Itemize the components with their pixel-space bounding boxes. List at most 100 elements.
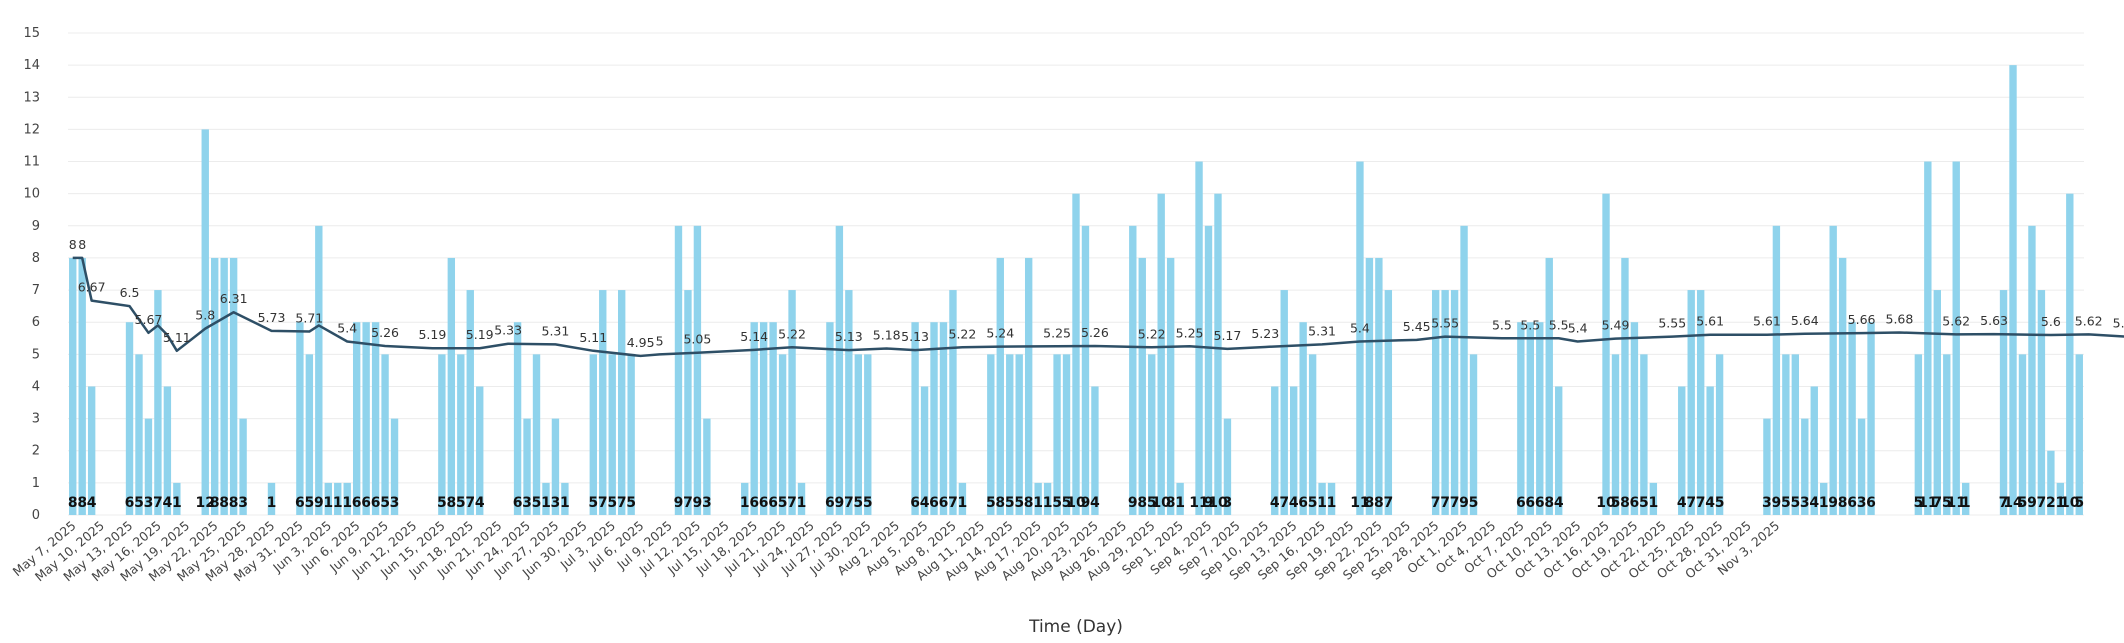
bar-value-label: 5 — [607, 495, 617, 511]
bar — [1517, 322, 1525, 515]
average-value-label: 5.13 — [901, 329, 929, 344]
bar — [627, 354, 635, 515]
bar-value-label: 10 — [1066, 495, 1086, 511]
bar — [1375, 257, 1383, 515]
y-tick-label: 0 — [32, 508, 40, 523]
average-value-label: 5.31 — [1308, 323, 1336, 338]
bar-value-label: 1 — [1317, 495, 1327, 511]
bar — [1952, 161, 1960, 516]
bar — [1129, 225, 1137, 516]
bar-value-label: 1 — [342, 495, 352, 511]
bar-value-label: 5 — [380, 495, 390, 511]
bar — [835, 225, 844, 516]
bar — [1857, 418, 1866, 515]
bar — [1999, 290, 2008, 515]
bar-value-label: 4 — [920, 495, 930, 511]
bar-value-label: 7 — [683, 495, 693, 511]
average-value-label: 5.33 — [494, 323, 522, 338]
bar — [144, 418, 153, 515]
bar-value-label: 5 — [853, 495, 863, 511]
average-value-label: 5.4 — [337, 320, 357, 335]
average-line — [72, 256, 2124, 358]
bar — [513, 322, 522, 515]
bar-value-label: 5 — [437, 495, 447, 511]
bar — [920, 386, 929, 515]
bar — [1801, 418, 1809, 515]
average-value-label: 5.62 — [1942, 313, 1970, 328]
bar — [229, 257, 238, 515]
bar — [1526, 322, 1535, 515]
bar-value-label: 5 — [532, 495, 542, 511]
bar — [239, 418, 247, 515]
y-tick-label: 4 — [32, 379, 40, 394]
bar — [87, 386, 96, 515]
bar — [1072, 193, 1080, 515]
y-tick-label: 14 — [23, 58, 40, 73]
bar — [1450, 290, 1459, 515]
y-tick-label: 15 — [23, 26, 40, 41]
average-value-label: 5.49 — [1602, 318, 1630, 333]
bar-value-label: 8 — [1365, 495, 1375, 511]
bar — [1081, 225, 1090, 516]
bar — [1961, 482, 1970, 515]
bar-value-label: 6 — [125, 495, 135, 511]
bar — [1696, 290, 1705, 515]
bar — [390, 418, 399, 515]
average-value-label: 5.5 — [1549, 317, 1569, 332]
bar — [2075, 354, 2083, 515]
bar — [1469, 354, 1478, 515]
y-tick-label: 11 — [23, 155, 40, 170]
bar — [1630, 322, 1639, 515]
bar — [1678, 386, 1686, 515]
bar-value-label: 4 — [1809, 495, 1819, 511]
bar — [1924, 161, 1932, 516]
average-value-label: 5.55 — [1658, 316, 1686, 331]
bar-value-label: 1 — [333, 495, 343, 511]
bar — [788, 290, 796, 515]
bar — [1867, 322, 1875, 515]
bar-value-label: 9 — [1204, 495, 1214, 511]
bar — [1157, 193, 1165, 515]
y-tick-label: 13 — [23, 90, 40, 105]
bar — [1943, 354, 1951, 515]
bar — [1555, 386, 1563, 515]
bar-value-label: 6 — [352, 495, 362, 511]
average-value-label: 5.61 — [1753, 314, 1781, 329]
bar — [1820, 482, 1828, 515]
average-value-label: 5.68 — [1886, 311, 1914, 326]
average-value-label: 5.11 — [163, 330, 191, 345]
bar-value-label: 1 — [1961, 495, 1971, 511]
y-tick-label: 7 — [32, 283, 40, 298]
bar — [1914, 354, 1923, 515]
bar-value-label: 7 — [617, 495, 627, 511]
bar-value-label: 4 — [1270, 495, 1280, 511]
bar-value-label: 7 — [2037, 495, 2047, 511]
bar-value-label: 7 — [844, 495, 854, 511]
bar-value-label: 9 — [1459, 495, 1469, 511]
bar-value-label: 7 — [1431, 495, 1441, 511]
bar — [69, 257, 77, 515]
bar-value-label: 8 — [1166, 495, 1176, 511]
bar-value-label: 8 — [77, 495, 87, 511]
average-value-label: 5.71 — [295, 311, 323, 326]
average-value-label: 5.14 — [740, 329, 768, 344]
bar — [173, 482, 181, 515]
bar — [1289, 386, 1298, 515]
bar-value-label: 3 — [1762, 495, 1772, 511]
bar — [447, 257, 456, 515]
y-tick-label: 9 — [32, 219, 40, 234]
bar — [2037, 290, 2046, 515]
bar — [845, 290, 853, 515]
bar — [352, 322, 361, 515]
y-tick-label: 10 — [23, 187, 40, 202]
average-value-label: 6.31 — [220, 291, 248, 306]
bar-value-label: 5 — [1790, 495, 1800, 511]
bar-value-label: 4 — [87, 495, 97, 511]
x-axis-title: Time (Day) — [1028, 617, 1123, 637]
bar-value-label: 7 — [598, 495, 608, 511]
bar-value-label: 6 — [759, 495, 769, 511]
average-value-label: 5.62 — [2075, 313, 2103, 328]
bar-value-label: 5 — [1715, 495, 1725, 511]
bar — [457, 354, 465, 515]
